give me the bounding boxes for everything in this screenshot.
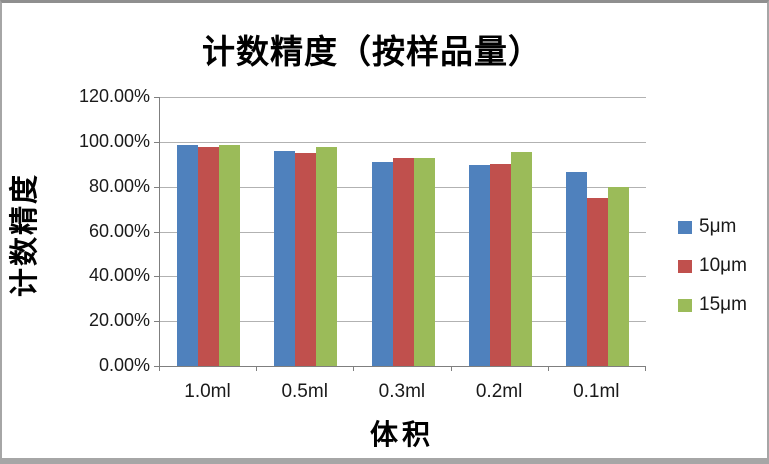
legend-label-5μm: 5μm bbox=[699, 216, 737, 237]
legend-label-10μm: 10μm bbox=[699, 255, 747, 276]
legend: 5μm 10μm 15μm bbox=[678, 216, 747, 316]
bar-5μm-0.2ml bbox=[468, 165, 490, 366]
plot-area bbox=[159, 97, 646, 367]
y-tick-label-80: 80.00% bbox=[88, 175, 150, 196]
bar-5μm-0.1ml bbox=[565, 172, 587, 366]
y-tick-label-120: 120.00% bbox=[78, 86, 150, 106]
y-tick-60 bbox=[154, 231, 159, 233]
x-tick-0 bbox=[159, 367, 160, 371]
x-tick-label-0.2ml: 0.2ml bbox=[475, 381, 523, 402]
x-axis-title: 体积 bbox=[369, 420, 434, 451]
y-tick-label-40: 40.00% bbox=[88, 265, 150, 286]
bar-10μm-0.2ml bbox=[489, 164, 511, 366]
legend-swatch-10μm bbox=[678, 259, 692, 273]
gridline-100 bbox=[160, 141, 646, 143]
bar-10μm-1.0ml bbox=[198, 147, 220, 366]
x-tick-label-0.5ml: 0.5ml bbox=[281, 381, 328, 402]
y-tick-label-0: 0.00% bbox=[98, 355, 150, 375]
bar-10μm-0.1ml bbox=[586, 197, 608, 366]
legend-item-10μm: 10μm bbox=[678, 255, 747, 277]
bar-15μm-1.0ml bbox=[219, 145, 241, 366]
gridline-120 bbox=[160, 97, 646, 98]
legend-item-15μm: 15μm bbox=[678, 294, 747, 316]
x-tick-2 bbox=[353, 367, 355, 371]
y-tick-20 bbox=[154, 321, 159, 323]
legend-label-15μm: 15μm bbox=[699, 294, 747, 315]
y-axis-title: 计数精度 bbox=[9, 173, 41, 298]
bar-5μm-1.0ml bbox=[177, 145, 199, 366]
x-tick-3 bbox=[450, 367, 452, 371]
y-tick-40 bbox=[154, 276, 159, 278]
bar-5μm-0.3ml bbox=[371, 162, 393, 366]
y-tick-label-60: 60.00% bbox=[88, 220, 150, 241]
bar-15μm-0.3ml bbox=[413, 157, 435, 366]
x-tick-5 bbox=[645, 367, 646, 371]
y-tick-0 bbox=[154, 366, 159, 367]
legend-swatch-5μm bbox=[678, 220, 692, 234]
y-tick-120 bbox=[154, 97, 159, 98]
bar-15μm-0.1ml bbox=[607, 186, 629, 366]
y-tick-label-20: 20.00% bbox=[88, 310, 150, 331]
x-tick-4 bbox=[547, 367, 549, 371]
y-tick-80 bbox=[154, 186, 159, 188]
bar-10μm-0.3ml bbox=[392, 157, 414, 366]
x-tick-label-1.0ml: 1.0ml bbox=[184, 381, 231, 402]
bar-15μm-0.2ml bbox=[510, 151, 532, 366]
legend-item-5μm: 5μm bbox=[678, 216, 747, 238]
y-tick-label-100: 100.00% bbox=[78, 130, 150, 151]
x-tick-label-0.1ml: 0.1ml bbox=[573, 381, 620, 402]
chart-title: 计数精度（按样品量） bbox=[202, 35, 542, 71]
bar-10μm-0.5ml bbox=[295, 153, 317, 366]
x-tick-1 bbox=[256, 367, 258, 371]
legend-swatch-15μm bbox=[678, 298, 692, 312]
bar-15μm-0.5ml bbox=[316, 147, 338, 366]
x-tick-label-0.3ml: 0.3ml bbox=[378, 381, 426, 402]
y-tick-100 bbox=[154, 141, 159, 143]
bar-5μm-0.5ml bbox=[274, 150, 296, 366]
